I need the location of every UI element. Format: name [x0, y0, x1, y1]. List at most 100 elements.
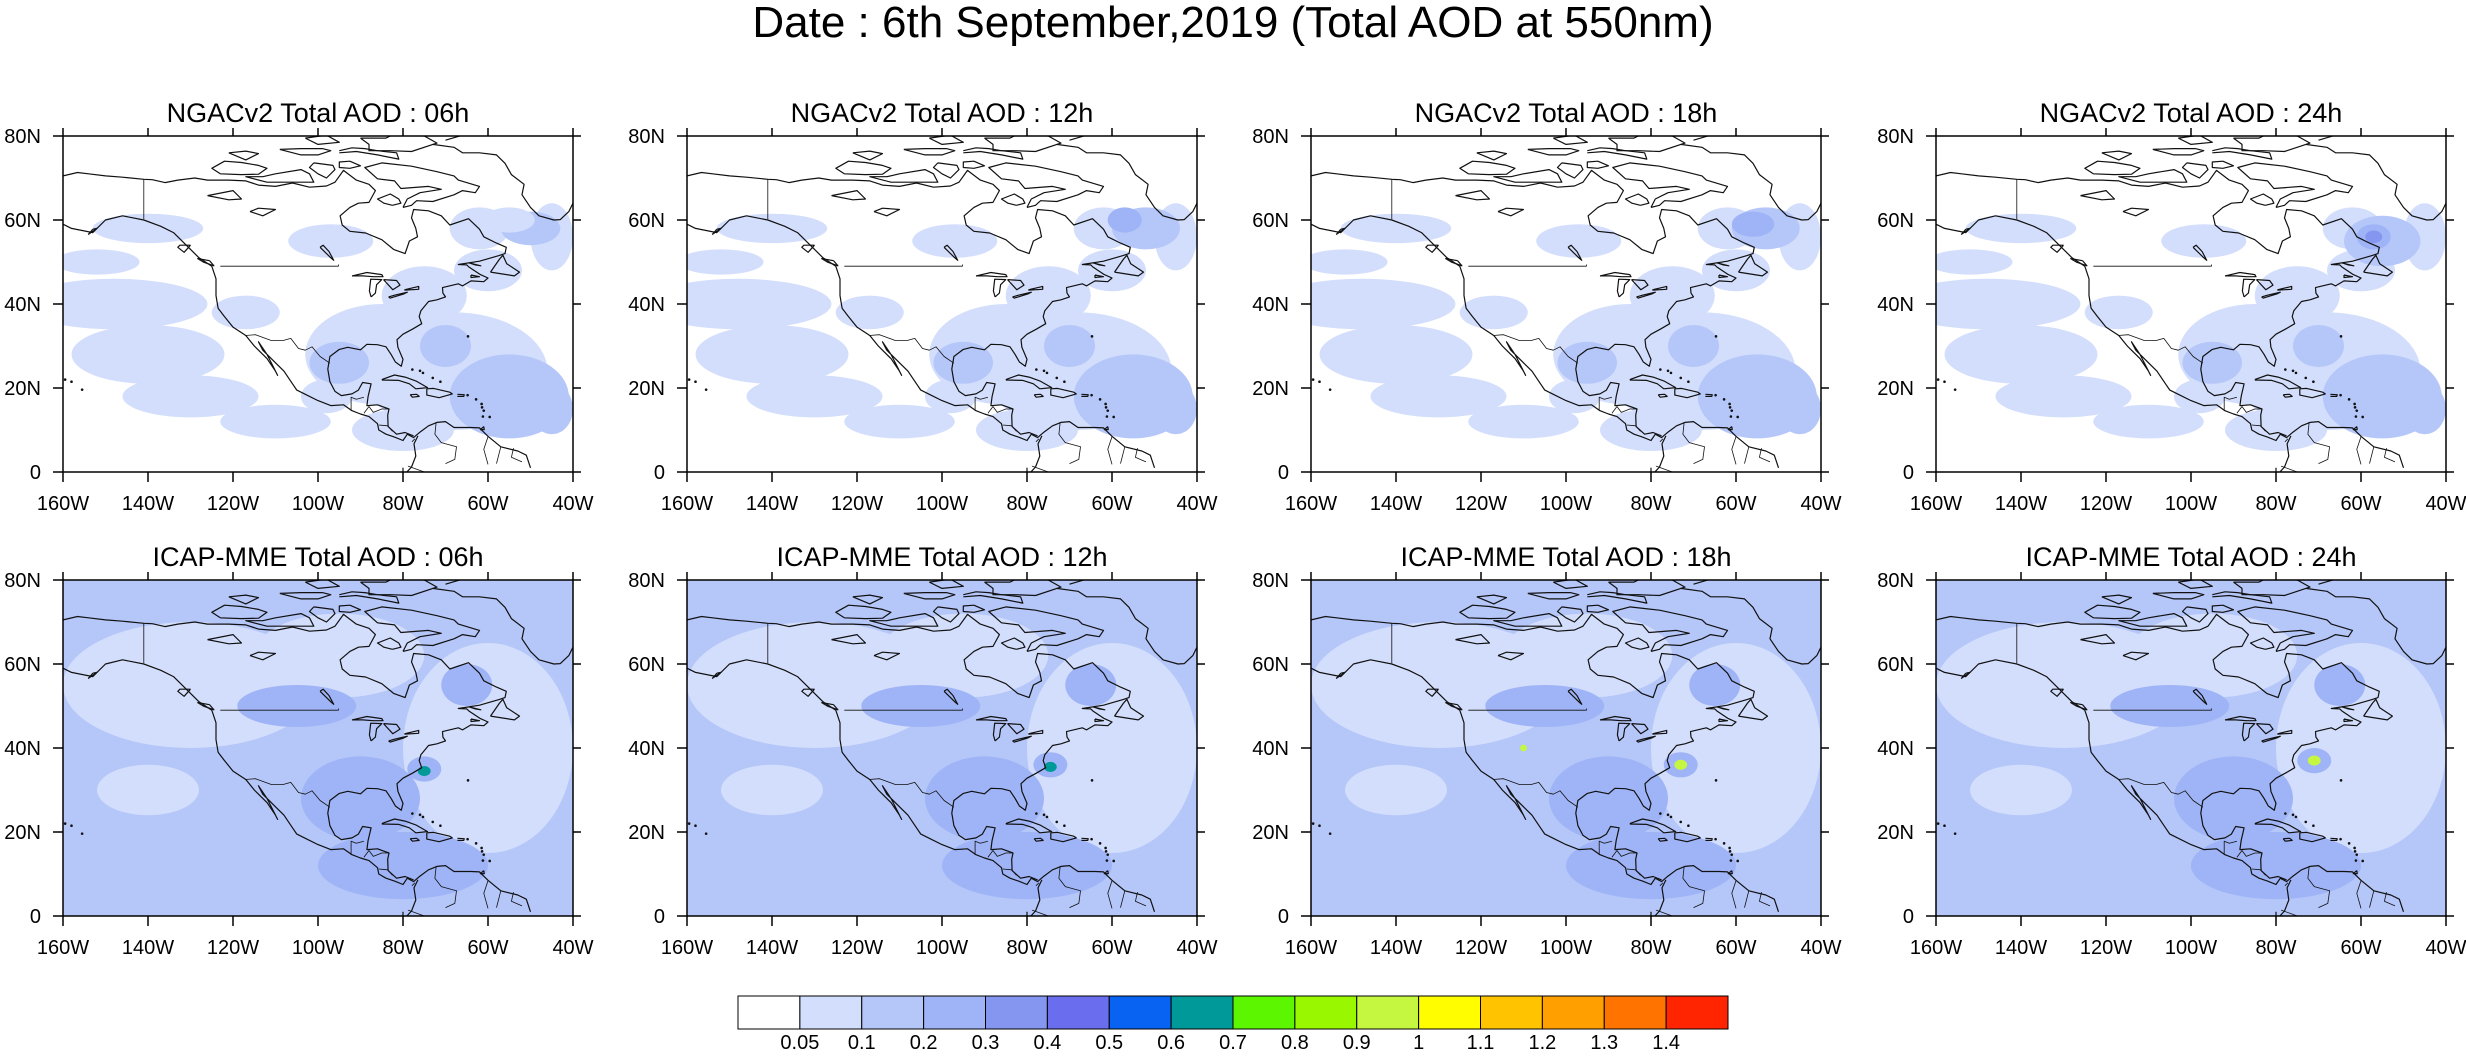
coastlines	[687, 580, 1197, 916]
lon-tick-label: 120W	[207, 937, 259, 959]
lon-tick-label: 120W	[207, 493, 259, 515]
lon-tick-label: 120W	[1455, 937, 1507, 959]
lon-tick-label: 120W	[2080, 493, 2132, 515]
aod-field	[687, 136, 1197, 472]
lat-tick-label: 20N	[628, 822, 665, 844]
lon-tick-label: 100W	[1540, 937, 1592, 959]
lon-tick-label: 140W	[746, 937, 798, 959]
lat-tick-label: 40N	[1877, 294, 1914, 316]
colorbar-swatch	[861, 995, 925, 1030]
panel-title: NGACv2 Total AOD : 18h	[1415, 98, 1718, 128]
colorbar-label: 0.5	[1095, 1032, 1123, 1054]
colorbar-label: 0.4	[1033, 1032, 1061, 1054]
lat-tick-label: 60N	[1252, 210, 1289, 232]
lat-tick-label: 0	[1903, 462, 1914, 484]
lat-tick-label: 0	[1278, 906, 1289, 928]
map-panels: NGACv2 Total AOD : 06h 80N 60N 40N 20N 0 160W 1…	[4, 98, 2466, 959]
lon-tick-label: 40W	[552, 937, 593, 959]
lon-tick-label: 40W	[2425, 937, 2466, 959]
colorbar-swatch	[1356, 995, 1420, 1030]
lat-tick-label: 60N	[1877, 210, 1914, 232]
lon-tick-label: 80W	[1630, 937, 1671, 959]
lat-tick-label: 20N	[628, 378, 665, 400]
lon-tick-label: 40W	[2425, 493, 2466, 515]
lon-tick-label: 40W	[1800, 937, 1841, 959]
lon-tick-label: 60W	[1715, 493, 1756, 515]
colorbar-label: 0.2	[910, 1032, 938, 1054]
lon-tick-label: 40W	[1176, 937, 1217, 959]
lon-tick-label: 80W	[1006, 937, 1047, 959]
lat-tick-label: 60N	[628, 654, 665, 676]
lon-tick-label: 160W	[661, 937, 713, 959]
map-panel-ngac-24: NGACv2 Total AOD : 24h 80N 60N 40N 20N 0 160W 1…	[1877, 98, 2466, 515]
coastlines	[1311, 580, 1821, 916]
aod-field	[1936, 136, 2446, 472]
aod-field	[63, 136, 573, 472]
figure-title: Date : 6th September,2019 (Total AOD at …	[752, 0, 1714, 47]
lon-tick-label: 80W	[1006, 493, 1047, 515]
colorbar-label: 0.6	[1157, 1032, 1185, 1054]
lat-tick-label: 60N	[1877, 654, 1914, 676]
lat-tick-label: 80N	[4, 570, 41, 592]
colorbar-label: 0.1	[848, 1032, 876, 1054]
lon-tick-label: 60W	[467, 937, 508, 959]
lon-tick-label: 60W	[1715, 937, 1756, 959]
colorbar-swatch	[1170, 995, 1234, 1030]
lon-tick-label: 60W	[2340, 937, 2381, 959]
lat-tick-label: 60N	[4, 210, 41, 232]
coastlines	[63, 580, 573, 916]
lat-tick-label: 40N	[628, 294, 665, 316]
coastlines	[1936, 580, 2446, 916]
colorbar-label: 0.05	[780, 1032, 819, 1054]
colorbar-label: 0.3	[972, 1032, 1000, 1054]
lat-tick-label: 80N	[1252, 126, 1289, 148]
lon-tick-label: 100W	[916, 493, 968, 515]
lon-tick-label: 60W	[1091, 937, 1132, 959]
lon-tick-label: 80W	[1630, 493, 1671, 515]
lon-tick-label: 160W	[37, 493, 89, 515]
lon-tick-label: 140W	[1995, 937, 2047, 959]
map-panel-icap-12: ICAP-MME Total AOD : 12h 80N 60N 40N 20N 0 160…	[628, 542, 1217, 959]
panel-title: ICAP-MME Total AOD : 06h	[152, 542, 483, 572]
lat-tick-label: 20N	[1252, 822, 1289, 844]
lat-tick-label: 0	[30, 906, 41, 928]
lat-tick-label: 20N	[1877, 822, 1914, 844]
lon-tick-label: 100W	[292, 493, 344, 515]
colorbar-swatch	[737, 995, 801, 1030]
lat-tick-label: 40N	[4, 738, 41, 760]
map-panel-ngac-18: NGACv2 Total AOD : 18h 80N 60N 40N 20N 0 160W 1…	[1252, 98, 1841, 515]
lon-tick-label: 80W	[382, 937, 423, 959]
lon-tick-label: 160W	[1285, 493, 1337, 515]
colorbar-label: 1	[1413, 1032, 1424, 1054]
lat-tick-label: 80N	[1877, 570, 1914, 592]
coastlines	[63, 136, 573, 472]
colorbar-swatch	[1603, 995, 1667, 1030]
lat-tick-label: 40N	[1877, 738, 1914, 760]
lat-tick-label: 0	[654, 906, 665, 928]
map-panel-icap-06: ICAP-MME Total AOD : 06h 80N 60N 40N 20N 0 160…	[4, 542, 593, 959]
colorbar-label: 1.1	[1467, 1032, 1495, 1054]
lat-tick-label: 60N	[628, 210, 665, 232]
lon-tick-label: 140W	[1370, 493, 1422, 515]
colorbar-swatch	[985, 995, 1048, 1030]
colorbar-label: 1.2	[1528, 1032, 1556, 1054]
lat-tick-label: 20N	[4, 378, 41, 400]
lon-tick-label: 140W	[1370, 937, 1422, 959]
lat-tick-label: 0	[1278, 462, 1289, 484]
lon-tick-label: 100W	[1540, 493, 1592, 515]
lat-tick-label: 20N	[1252, 378, 1289, 400]
lon-tick-label: 120W	[1455, 493, 1507, 515]
colorbar-swatch	[1665, 995, 1729, 1030]
lon-tick-label: 100W	[292, 937, 344, 959]
lat-tick-label: 20N	[1877, 378, 1914, 400]
lat-tick-label: 60N	[4, 654, 41, 676]
lat-tick-label: 40N	[1252, 294, 1289, 316]
panel-title: ICAP-MME Total AOD : 24h	[2025, 542, 2356, 572]
lon-tick-label: 100W	[916, 937, 968, 959]
lon-tick-label: 140W	[122, 493, 174, 515]
colorbar-swatch	[1046, 995, 1110, 1030]
panel-title: ICAP-MME Total AOD : 18h	[1400, 542, 1731, 572]
panel-title: ICAP-MME Total AOD : 12h	[776, 542, 1107, 572]
colorbar-label: 0.8	[1281, 1032, 1309, 1054]
lon-tick-label: 160W	[1910, 493, 1962, 515]
